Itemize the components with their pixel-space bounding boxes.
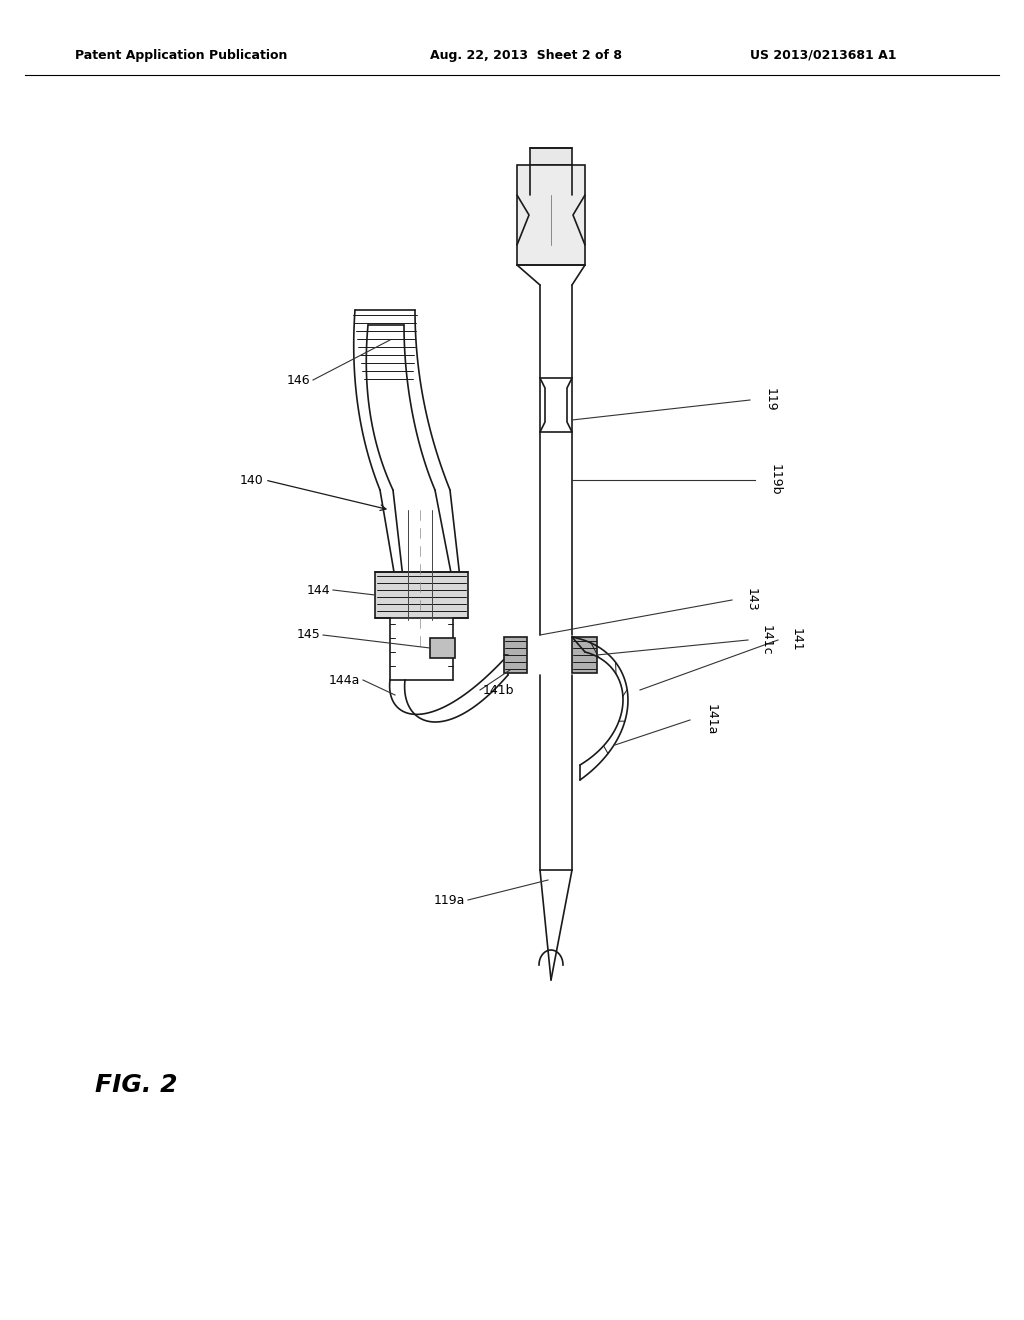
Text: 140: 140 (240, 474, 264, 487)
Polygon shape (375, 572, 468, 618)
Text: 145: 145 (296, 628, 319, 642)
Text: 144: 144 (306, 583, 330, 597)
Polygon shape (530, 148, 572, 165)
Text: Patent Application Publication: Patent Application Publication (75, 49, 288, 62)
Text: 119a: 119a (433, 894, 465, 907)
Text: 143: 143 (745, 589, 758, 611)
Polygon shape (504, 638, 527, 673)
Text: 146: 146 (287, 374, 310, 387)
Polygon shape (572, 638, 597, 673)
Text: 141b: 141b (483, 684, 514, 697)
Polygon shape (430, 638, 455, 657)
Text: 119: 119 (764, 388, 776, 412)
Text: 144a: 144a (329, 673, 360, 686)
Text: 141c: 141c (760, 624, 773, 655)
Text: 141a: 141a (705, 705, 718, 735)
Polygon shape (517, 165, 585, 265)
Text: 141: 141 (790, 628, 803, 652)
Text: FIG. 2: FIG. 2 (95, 1073, 177, 1097)
Text: Aug. 22, 2013  Sheet 2 of 8: Aug. 22, 2013 Sheet 2 of 8 (430, 49, 622, 62)
Text: US 2013/0213681 A1: US 2013/0213681 A1 (750, 49, 896, 62)
Text: 119b: 119b (768, 465, 781, 496)
